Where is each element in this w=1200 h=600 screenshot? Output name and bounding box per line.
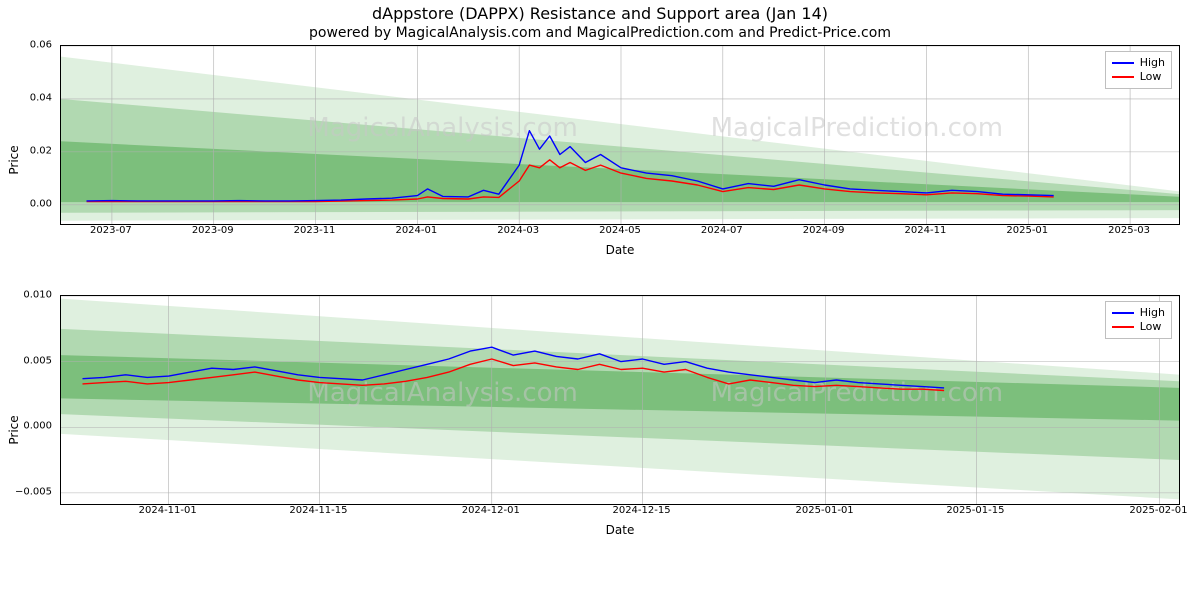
top-chart-container: Price 0.000.020.040.06 MagicalAnalysis.c… <box>60 45 1180 275</box>
xtick-label: 2024-03 <box>497 225 539 236</box>
xtick-label: 2025-01-01 <box>796 505 854 516</box>
bottom-chart-xtick-labels: 2024-11-01 2024-11-15 2024-12-01 2024-12-15… <box>60 505 1180 521</box>
top-chart-xlabel: Date <box>60 243 1180 257</box>
ytick-label: 0.00 <box>30 198 52 209</box>
xtick-label: 2024-01 <box>395 225 437 236</box>
top-chart: MagicalAnalysis.com MagicalPrediction.com <box>60 45 1180 225</box>
chart-title: dAppstore (DAPPX) Resistance and Support… <box>0 0 1200 23</box>
legend-item-high: High <box>1112 56 1165 70</box>
legend-item-low: Low <box>1112 320 1165 334</box>
xtick-label: 2024-07 <box>701 225 743 236</box>
bottom-chart: MagicalAnalysis.comMagicalPrediction.com <box>60 295 1180 505</box>
xtick-label: 2024-12-01 <box>462 505 520 516</box>
legend-swatch-high <box>1112 62 1134 64</box>
legend-label-high: High <box>1140 306 1165 320</box>
bottom-chart-container: Price −0.0050.0000.0050.010 MagicalAnaly… <box>60 295 1180 565</box>
xtick-label: 2024-09 <box>803 225 845 236</box>
top-chart-xtick-labels: 2023-07 2023-09 2023-11 2024-01 2024-03 2024-… <box>60 225 1180 241</box>
xtick-label: 2025-01-15 <box>946 505 1004 516</box>
legend-label-low: Low <box>1140 70 1162 84</box>
xtick-label: 2025-02-01 <box>1129 505 1187 516</box>
page: { "title": "dAppstore (DAPPX) Resistance… <box>0 0 1200 600</box>
xtick-label: 2024-05 <box>599 225 641 236</box>
legend-item-high: High <box>1112 306 1165 320</box>
ytick-label: 0.005 <box>23 355 52 366</box>
chart-subtitle: powered by MagicalAnalysis.com and Magic… <box>0 23 1200 45</box>
legend-swatch-high <box>1112 312 1134 314</box>
ytick-label: 0.04 <box>30 92 52 103</box>
svg-text:MagicalAnalysis.com: MagicalAnalysis.com <box>307 378 577 408</box>
top-chart-ylabel: Price <box>7 145 21 174</box>
xtick-label: 2023-09 <box>192 225 234 236</box>
xtick-label: 2024-11 <box>905 225 947 236</box>
legend-label-high: High <box>1140 56 1165 70</box>
ytick-label: 0.010 <box>23 290 52 301</box>
xtick-label: 2023-11 <box>294 225 336 236</box>
svg-text:MagicalAnalysis.com: MagicalAnalysis.com <box>307 113 577 143</box>
xtick-label: 2023-07 <box>90 225 132 236</box>
legend-swatch-low <box>1112 76 1134 78</box>
ytick-label: 0.06 <box>30 40 52 51</box>
xtick-label: 2024-12-15 <box>612 505 670 516</box>
xtick-label: 2025-03 <box>1108 225 1150 236</box>
bottom-chart-xlabel: Date <box>60 523 1180 537</box>
legend-item-low: Low <box>1112 70 1165 84</box>
ytick-label: −0.005 <box>15 486 52 497</box>
xtick-label: 2024-11-15 <box>289 505 347 516</box>
svg-text:MagicalPrediction.com: MagicalPrediction.com <box>711 113 1004 143</box>
legend-label-low: Low <box>1140 320 1162 334</box>
bottom-chart-ylabel: Price <box>7 415 21 444</box>
ytick-label: 0.000 <box>23 421 52 432</box>
xtick-label: 2024-11-01 <box>139 505 197 516</box>
legend-swatch-low <box>1112 326 1134 328</box>
legend: High Low <box>1105 51 1172 89</box>
ytick-label: 0.02 <box>30 145 52 156</box>
legend: High Low <box>1105 301 1172 339</box>
xtick-label: 2025-01 <box>1006 225 1048 236</box>
